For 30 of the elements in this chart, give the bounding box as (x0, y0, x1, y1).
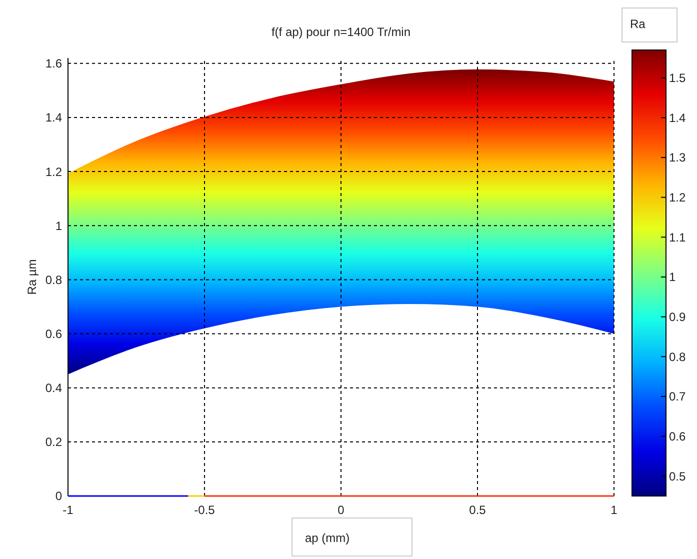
y-tick-label: 1.6 (45, 56, 62, 71)
y-tick-label: 1 (55, 218, 62, 233)
x-tick-label: 0.5 (469, 503, 486, 517)
y-tick-label: 0 (55, 489, 62, 504)
line-series (67, 69, 615, 176)
color-bar-label: 1.3 (669, 150, 686, 165)
y-tick-label: 1.4 (45, 110, 62, 125)
y-tick-label: 0.6 (45, 326, 62, 341)
color-bar-title: Ra (630, 17, 646, 31)
color-bar-label: 1.2 (669, 190, 686, 205)
chart-title: f(f ap) pour n=1400 Tr/min (271, 25, 411, 39)
color-bar-label: 1 (669, 270, 676, 284)
color-bar-label: 0.6 (669, 429, 686, 444)
color-bar-label: 1.4 (669, 110, 686, 125)
y-tick-label: 1.2 (45, 164, 62, 179)
x-tick-label: 0 (338, 503, 345, 517)
x-tick-label: -0.5 (194, 503, 216, 517)
color-bar-label: 1.5 (669, 71, 686, 86)
y-tick-label: 0.8 (45, 272, 62, 287)
color-bar-label: 0.5 (669, 469, 686, 484)
color-bar-label: 0.9 (669, 310, 686, 324)
x-tick-label: 1 (610, 503, 618, 517)
y-axis-title: Ra µm (25, 259, 39, 295)
x-axis-title: ap (mm) (305, 531, 350, 545)
y-tick-label: 0.2 (45, 435, 62, 450)
y-tick-label: 0.4 (45, 381, 62, 396)
color-bar-label: 1.1 (669, 230, 686, 244)
color-bar-label: 0.7 (669, 390, 686, 404)
color-bar-label: 0.8 (669, 350, 686, 364)
x-tick-label: -1 (62, 503, 74, 517)
